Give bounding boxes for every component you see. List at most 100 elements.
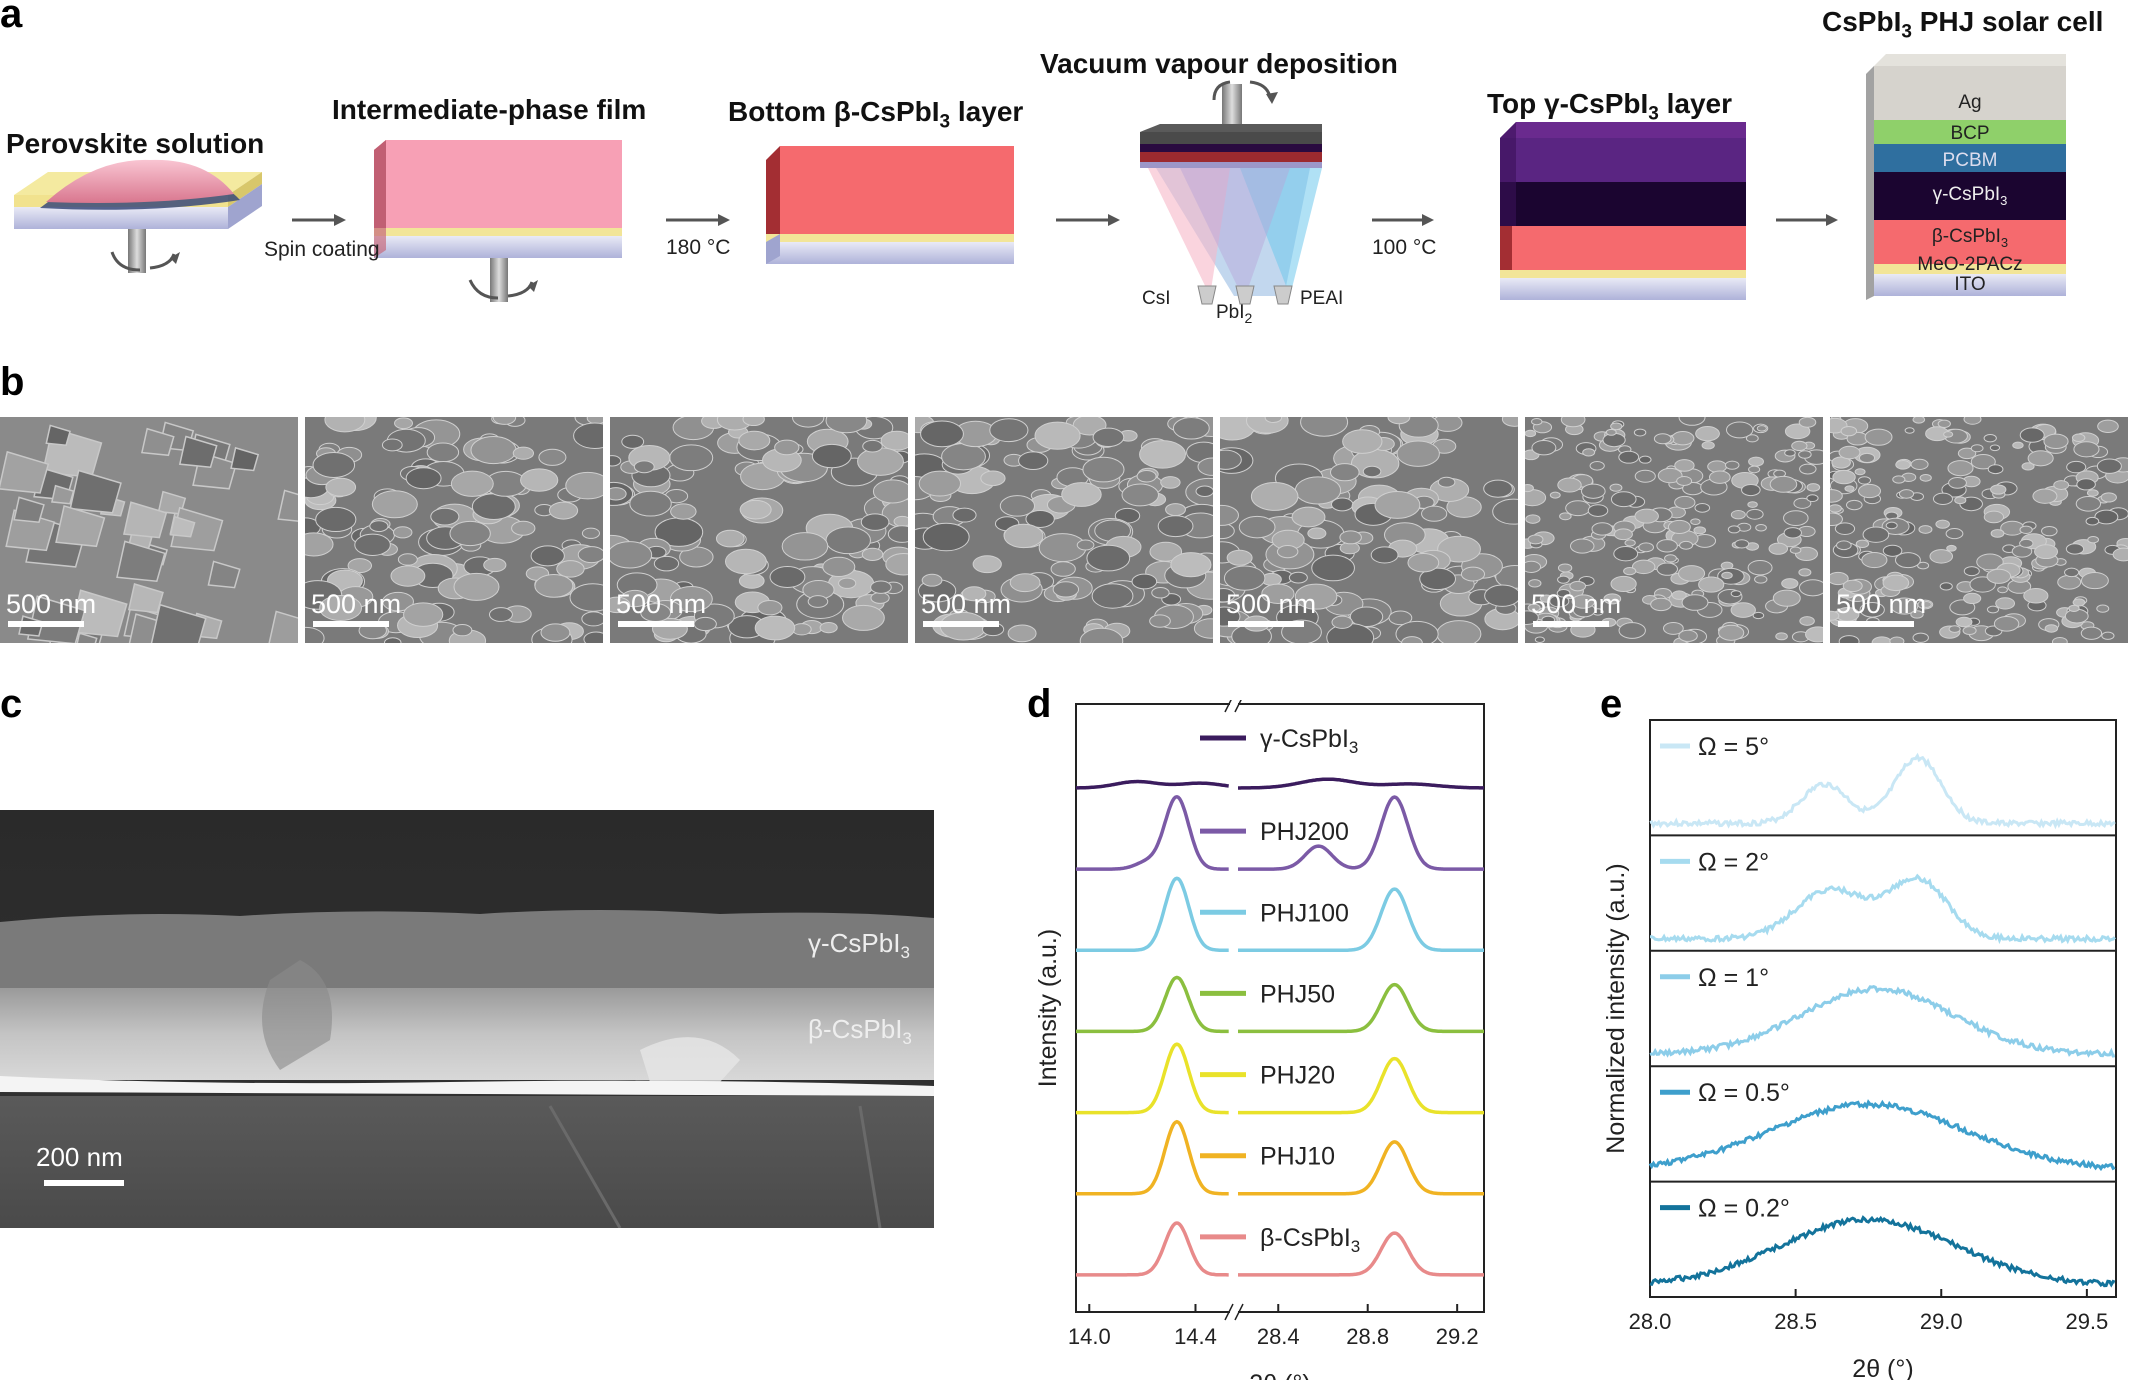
xrd-break-line-top-2 [1234,700,1242,713]
sem-scale-label-4: 500 nm [921,589,1012,619]
panel-letter-c: c [0,682,23,726]
step-title-solar-cell: CsPbI3 PHJ solar cell [1822,6,2104,43]
intermediate-film-stack [374,140,622,302]
gixrd-tick-label-2: 29.0 [1920,1309,1963,1334]
xrd-legend-label-6: PHJ10 [1260,1143,1335,1171]
layer-ito-label: ITO [1954,274,1986,295]
panel-letter-e: e [1600,682,1623,726]
xrd-tick-label-right-0: 28.4 [1257,1324,1300,1349]
step-title-top-layer: Top γ-CsPbI3 layer [1487,88,1733,125]
layer-gamma-label: γ-CsPbI3 [1932,184,2008,208]
sem-scale-bar-3 [618,621,694,627]
xrd-line-right-2 [1238,795,1484,871]
sem-image-4: 500 nm [915,417,1213,643]
source-pbi2-label: PbI2 [1216,302,1253,326]
sem-scale-label-6: 500 nm [1531,589,1622,619]
panel-letter-d: d [1027,682,1052,726]
xrd-line-left-5 [1076,1042,1229,1115]
gixrd-legend-label-5: Ω = 0.2° [1698,1195,1790,1223]
xrd-chart: 14.0 14.4 28.4 28.8 29.2 2θ (°) Intensity (a.u… [1034,700,1485,1380]
xrd-tick-label-left-0: 14.0 [1068,1324,1111,1349]
xrd-tick-label-right-2: 29.2 [1436,1324,1479,1349]
spin-coating-label: Spin coating [264,238,380,261]
gixrd-legend-label-3: Ω = 1° [1698,964,1769,992]
xrd-legend-label-2: PHJ200 [1260,818,1349,846]
layer-beta-label: β-CsPbI3 [1931,226,2009,250]
gixrd-line-4 [1648,1099,2116,1172]
sem-image-3: 500 nm [610,417,908,643]
xrd-line-right-3 [1238,887,1484,953]
step-title-intermediate-film: Intermediate-phase film [332,94,647,125]
xrd-line-left-2 [1076,794,1229,871]
xrd-legend-label-7: β-CsPbI3 [1260,1224,1360,1256]
xrd-legend-label-1: γ-CsPbI3 [1260,725,1358,757]
xrd-line-right-7 [1238,1231,1484,1277]
sem-scale-bar-1 [8,621,84,627]
panel-letter-b: b [0,360,25,404]
sem-scale-label-1: 500 nm [6,589,97,619]
cross-section-image: γ-CsPbI3 β-CsPbI3 200 nm [0,810,934,1228]
gixrd-line-5 [1649,1215,2116,1288]
gixrd-ylabel: Normalized intensity (a.u.) [1602,863,1630,1153]
sem-scale-bar-4 [923,621,999,627]
sem-image-5: 500 nm [1220,417,1518,643]
sem-image-2: 500 nm [305,417,603,643]
gixrd-tick-label-1: 28.5 [1774,1309,1817,1334]
xrd-break-top [1230,700,1238,708]
vacuum-deposition-setup [1140,80,1322,305]
source-csi-label: CsI [1142,288,1171,309]
layer-ag-label: Ag [1958,92,1982,113]
sem-scale-label-2: 500 nm [311,589,402,619]
xrd-break-bottom [1230,1308,1238,1316]
xrd-tick-label-left-1: 14.4 [1174,1324,1217,1349]
gixrd-xlabel: 2θ (°) [1852,1355,1913,1380]
layer-meo-label: MeO-2PACz [1917,254,2023,275]
xrd-break-line-top-1 [1224,700,1232,713]
layer-pcbm-label: PCBM [1942,150,1998,171]
sem-scale-label-3: 500 nm [616,589,707,619]
xrd-line-right-4 [1238,982,1484,1034]
panel-letter-a: a [0,0,23,36]
beta-layer-label: β-CsPbI3 [808,1014,912,1049]
layer-bcp-label: BCP [1950,123,1990,144]
sem-scale-bar-6 [1533,621,1609,627]
step-title-bottom-layer: Bottom β-CsPbI3 layer [728,96,1024,133]
xrd-line-left-4 [1076,975,1229,1034]
xrd-line-left-6 [1076,1119,1229,1196]
xrd-line-left-3 [1076,876,1229,953]
sem-image-6: 500 nm [1525,417,1823,643]
xrd-line-left-7 [1076,1221,1229,1277]
gixrd-tick-label-0: 28.0 [1629,1309,1672,1334]
gixrd-line-1 [1649,752,2116,830]
xrd-xlabel: 2θ (°) [1249,1370,1310,1380]
cross-section-scale-label: 200 nm [36,1142,123,1172]
anneal-100-label: 100 °C [1372,236,1437,259]
sem-scale-label-7: 500 nm [1836,589,1927,619]
xrd-line-right-5 [1238,1056,1484,1115]
xrd-line-left-1 [1076,779,1229,790]
bottom-beta-stack [766,146,1014,264]
sem-image-1: 500 nm [0,417,298,643]
gixrd-tick-label-3: 29.5 [2065,1309,2108,1334]
xrd-ylabel: Intensity (a.u.) [1034,929,1062,1087]
xrd-frame [1075,703,1485,1313]
gixrd-line-3 [1649,985,2115,1058]
xrd-tick-label-right-1: 28.8 [1346,1324,1389,1349]
sem-image-7: 500 nm [1830,417,2128,643]
gamma-layer-label: γ-CsPbI3 [808,928,910,963]
sem-scale-bar-5 [1228,621,1304,627]
gixrd-chart: 28.0 28.5 29.0 29.5 2θ (°) Normalized intensi… [1602,719,2117,1380]
xrd-legend-label-4: PHJ50 [1260,980,1335,1008]
gixrd-legend-label-1: Ω = 5° [1698,733,1769,761]
gixrd-legend-label-4: Ω = 0.5° [1698,1079,1790,1107]
sem-scale-label-5: 500 nm [1226,589,1317,619]
step-title-vacuum-deposition: Vacuum vapour deposition [1040,48,1398,79]
gixrd-legend-label-2: Ω = 2° [1698,848,1769,876]
cross-section-scale-bar [44,1180,124,1186]
process-schematic [14,54,2066,305]
step-title-perovskite-solution: Perovskite solution [6,128,265,159]
gixrd-frame [1649,719,2117,1298]
sem-scale-bar-2 [313,621,389,627]
anneal-180-label: 180 °C [666,236,731,259]
sem-scale-bar-7 [1838,621,1914,627]
